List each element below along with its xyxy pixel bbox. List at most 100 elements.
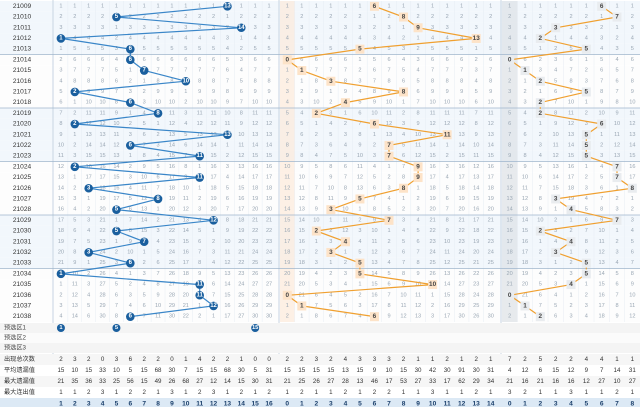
- miss-value: 2: [198, 14, 201, 20]
- miss-value: 10: [522, 175, 528, 181]
- miss-value: 16: [299, 239, 305, 245]
- miss-value: 6: [329, 57, 332, 63]
- miss-value: 24: [473, 292, 479, 298]
- miss-value: 19: [210, 196, 216, 202]
- miss-value: 5: [115, 68, 118, 74]
- footer-number-mid: 12: [458, 401, 466, 407]
- miss-value: 24: [459, 249, 465, 255]
- miss-value: 6: [226, 68, 229, 74]
- miss-value: 1: [585, 3, 588, 9]
- miss-value: 6: [286, 121, 289, 127]
- miss-value: 1: [615, 25, 618, 31]
- stat-row: [0, 387, 640, 398]
- miss-value: 3: [254, 25, 257, 31]
- miss-value: 10: [386, 100, 392, 106]
- hit-cell-mid: [384, 140, 394, 150]
- miss-value: 8: [402, 175, 405, 181]
- stat-value: 35: [71, 378, 78, 385]
- miss-value: 11: [299, 185, 305, 191]
- miss-value: 3: [73, 153, 76, 159]
- stat-value: 2: [212, 356, 216, 363]
- miss-value: 1: [373, 14, 376, 20]
- front-ball-number: 7: [143, 239, 147, 245]
- stat-value: 1: [631, 356, 635, 363]
- stat-value: 53: [400, 378, 407, 385]
- miss-value: 10: [141, 175, 147, 181]
- miss-value: 29: [266, 303, 272, 309]
- miss-value: 7: [615, 89, 618, 95]
- miss-value: 18: [473, 228, 479, 234]
- miss-value: 6: [300, 57, 303, 63]
- miss-value: 2: [129, 14, 132, 20]
- stat-value: 2: [569, 356, 573, 363]
- miss-value: 10: [155, 303, 161, 309]
- miss-value: 5: [631, 239, 634, 245]
- miss-value: 7: [460, 68, 463, 74]
- front-ball: [112, 12, 121, 22]
- stat-value: 13: [356, 378, 363, 385]
- miss-value: 3: [539, 25, 542, 31]
- hit-cell-back: [535, 312, 545, 322]
- miss-value: 25: [488, 260, 494, 266]
- period-label: 21024: [13, 163, 32, 170]
- stat-value: 15: [552, 367, 559, 374]
- miss-value: 4: [170, 35, 173, 41]
- miss-value: 12: [183, 207, 189, 213]
- miss-value: 2: [446, 14, 449, 20]
- miss-value: 2: [569, 228, 572, 234]
- pick-row: [0, 343, 640, 353]
- miss-value: 9: [539, 207, 542, 213]
- miss-value: 1: [600, 132, 603, 138]
- miss-value: 8: [268, 78, 271, 84]
- miss-value: 2: [329, 14, 332, 20]
- miss-value: 3: [226, 35, 229, 41]
- miss-value: 3: [615, 249, 618, 255]
- miss-value: 2: [373, 142, 376, 148]
- miss-value: 5: [344, 46, 347, 52]
- miss-value: 9: [157, 89, 160, 95]
- miss-value: 2: [600, 142, 603, 148]
- stat-value: 12: [568, 367, 575, 374]
- miss-value: 22: [252, 228, 258, 234]
- miss-value: 9: [198, 89, 201, 95]
- miss-value: 6: [585, 217, 588, 223]
- miss-value: 21: [99, 217, 105, 223]
- miss-value: 3: [387, 185, 390, 191]
- miss-value: 26: [429, 271, 435, 277]
- miss-value: 3: [184, 110, 187, 116]
- miss-value: 10: [488, 100, 494, 106]
- miss-value: 28: [169, 292, 175, 298]
- period-label: 21025: [13, 174, 32, 181]
- hit-cell-back: [566, 205, 576, 215]
- row-stripe: [0, 311, 640, 322]
- miss-value: 6: [387, 282, 390, 288]
- miss-value: 9: [198, 271, 201, 277]
- miss-value: 12: [284, 185, 290, 191]
- miss-value: 1: [198, 303, 201, 309]
- hit-cell-mid: [471, 33, 481, 43]
- miss-value: 2: [286, 14, 289, 20]
- stat-value: 0: [267, 356, 271, 363]
- miss-value: 16: [183, 249, 189, 255]
- miss-value: 21: [488, 217, 494, 223]
- miss-value: 2: [358, 14, 361, 20]
- miss-value: 3: [631, 217, 634, 223]
- miss-value: 1: [143, 3, 146, 9]
- miss-value: 13: [284, 196, 290, 202]
- miss-value: 4: [87, 228, 90, 234]
- miss-value: 17: [210, 175, 216, 181]
- miss-value: 9: [387, 89, 390, 95]
- miss-value: 6: [73, 57, 76, 63]
- miss-value: 22: [488, 228, 494, 234]
- miss-value: 2: [387, 14, 390, 20]
- miss-value: 1: [344, 249, 347, 255]
- miss-value: 4: [460, 35, 463, 41]
- period-label: 21013: [13, 46, 32, 53]
- miss-value: 1: [475, 46, 478, 52]
- miss-value: 1: [615, 228, 618, 234]
- miss-value: 11: [225, 249, 231, 255]
- stat-value: 2: [554, 356, 558, 363]
- miss-value: 1: [387, 228, 390, 234]
- front-ball-number: 2: [73, 164, 77, 170]
- stat-value: 29: [473, 378, 480, 385]
